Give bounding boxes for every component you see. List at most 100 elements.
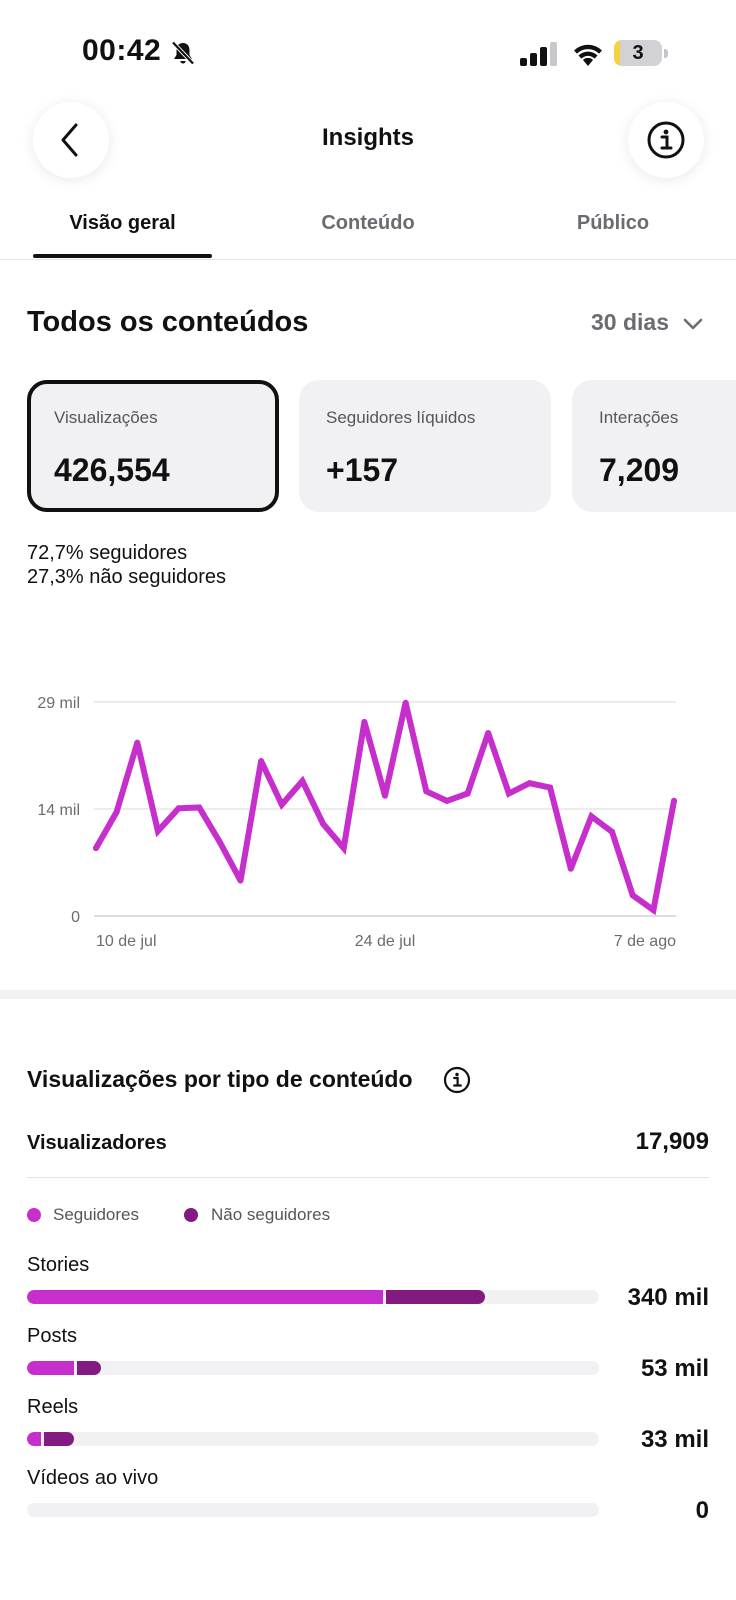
x-tick-label: 24 de jul [355, 933, 416, 950]
section-title: Todos os conteúdos [27, 306, 309, 338]
data-point[interactable] [361, 718, 368, 725]
nav-bar: Insights [0, 100, 736, 180]
chevron-down-icon[interactable] [682, 314, 704, 334]
content-type-value: 33 mil [640, 1426, 709, 1453]
content-type-value: 340 mil [627, 1284, 709, 1311]
data-point[interactable] [567, 865, 574, 872]
legend-dot-followers [27, 1208, 41, 1222]
battery-icon: 3 [614, 40, 662, 66]
data-point[interactable] [299, 777, 306, 784]
content-type-bar[interactable] [27, 1432, 599, 1446]
content-type-bar[interactable] [27, 1290, 599, 1304]
viewers-label: Visualizadores [27, 1132, 167, 1154]
data-point[interactable] [609, 828, 616, 835]
data-point[interactable] [258, 758, 265, 765]
data-point[interactable] [196, 804, 203, 811]
data-point[interactable] [505, 790, 512, 797]
period-selector[interactable]: 30 dias [591, 309, 669, 335]
data-point[interactable] [423, 788, 430, 795]
non-followers-segment [385, 1290, 485, 1304]
content-type-label: Vídeos ao vivo [27, 1467, 159, 1489]
wifi-icon [574, 44, 602, 66]
metric-card-net-followers[interactable]: Seguidores líquidos +157 [299, 380, 551, 512]
metric-value: +157 [326, 452, 399, 488]
non-followers-segment [76, 1361, 101, 1375]
metric-value: 7,209 [599, 452, 680, 488]
data-point[interactable] [443, 797, 450, 804]
tab-audience[interactable]: Público [576, 212, 650, 234]
content-type-value: 0 [695, 1497, 709, 1524]
data-point[interactable] [629, 892, 636, 899]
data-point[interactable] [650, 907, 657, 914]
views-series-line [93, 702, 677, 916]
data-point[interactable] [134, 739, 141, 746]
tab-overview[interactable]: Visão geral [69, 212, 176, 234]
data-point[interactable] [485, 729, 492, 736]
divider [27, 1177, 709, 1178]
battery-indicator: 3 [614, 40, 668, 68]
views-line-chart[interactable]: 29 mil 14 mil 0 10 de jul 24 de jul 7 de ago [0, 680, 736, 960]
content-type-bar[interactable] [27, 1503, 599, 1517]
x-tick-label: 10 de jul [96, 933, 157, 950]
x-tick-label: 7 de ago [614, 933, 676, 950]
info-icon[interactable] [443, 1066, 471, 1094]
non-followers-segment [44, 1432, 74, 1446]
tab-content[interactable]: Conteúdo [321, 212, 415, 234]
section-divider [0, 990, 736, 999]
data-point[interactable] [526, 780, 533, 787]
data-point[interactable] [671, 797, 677, 804]
active-tab-indicator [33, 254, 212, 258]
metric-label: Seguidores líquidos [326, 408, 476, 427]
data-point[interactable] [278, 801, 285, 808]
data-point[interactable] [588, 813, 595, 820]
data-point[interactable] [175, 805, 182, 812]
data-point[interactable] [154, 828, 161, 835]
legend-dot-non-followers [184, 1208, 198, 1222]
status-time: 00:42 [82, 34, 162, 67]
metric-card-interactions[interactable]: Interações 7,209 [572, 380, 736, 512]
battery-level: 3 [632, 42, 644, 64]
data-point[interactable] [93, 845, 99, 852]
back-button[interactable] [33, 102, 109, 178]
viewers-value: 17,909 [635, 1128, 709, 1155]
y-tick-label: 29 mil [37, 695, 80, 712]
data-point[interactable] [402, 699, 409, 706]
data-point[interactable] [216, 839, 223, 846]
page-title: Insights [321, 124, 414, 151]
data-point[interactable] [320, 820, 327, 827]
status-bar: 00:42 3 [0, 0, 736, 100]
followers-segment [27, 1361, 74, 1375]
content-type-bar[interactable] [27, 1361, 599, 1375]
data-point[interactable] [547, 784, 554, 791]
chevron-left-icon [61, 123, 78, 157]
split-label: seguidores [89, 542, 188, 564]
metric-card-views[interactable]: Visualizações 426,554 [27, 380, 279, 512]
data-point[interactable] [464, 790, 471, 797]
y-tick-label: 14 mil [37, 802, 80, 819]
info-button[interactable] [628, 102, 704, 178]
legend-label-non-followers: Não seguidores [211, 1205, 331, 1224]
metric-value: 426,554 [54, 452, 170, 488]
split-percent: 27,3% [27, 566, 84, 588]
metric-label: Visualizações [54, 408, 158, 427]
content-type-title: Visualizações por tipo de conteúdo [27, 1066, 413, 1092]
data-point[interactable] [237, 877, 244, 884]
followers-split: 72,7% seguidores [27, 542, 187, 565]
data-point[interactable] [382, 792, 388, 799]
split-label: não seguidores [89, 566, 227, 588]
followers-segment [27, 1290, 383, 1304]
bell-off-icon [171, 41, 195, 65]
cellular-signal-icon [520, 42, 557, 66]
battery-cap [664, 49, 668, 58]
battery-fill [614, 40, 620, 66]
data-point[interactable] [340, 845, 347, 852]
followers-segment [27, 1432, 42, 1446]
legend-label-followers: Seguidores [53, 1205, 140, 1224]
tab-bar: Visão geral Conteúdo Público [0, 200, 736, 260]
data-point[interactable] [113, 808, 120, 815]
content-type-label: Posts [27, 1325, 78, 1347]
info-icon [647, 121, 685, 159]
content-type-label: Stories [27, 1254, 90, 1276]
content-type-label: Reels [27, 1396, 79, 1418]
y-tick-label: 0 [71, 909, 80, 926]
